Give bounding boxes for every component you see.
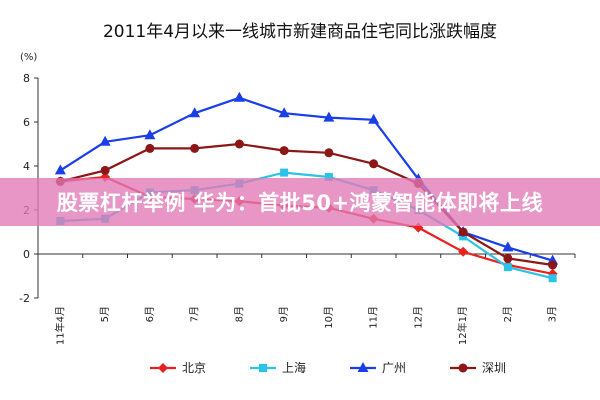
legend-item-北京: 北京: [150, 361, 206, 375]
x-tick-label: 7月: [189, 306, 201, 322]
x-tick-label: 12年1月: [456, 306, 469, 345]
legend-marker: [357, 362, 369, 372]
x-tick-label: 11月: [368, 306, 380, 329]
x-tick-label: 11年4月: [53, 306, 66, 345]
data-point: [502, 241, 514, 252]
data-point: [548, 274, 557, 283]
data-point: [145, 143, 155, 153]
x-tick-label: 5月: [99, 306, 111, 322]
promo-banner[interactable]: 股票杠杆举例 华为：首批50+鸿蒙智能体即将上线: [0, 178, 600, 226]
banner-text: 股票杠杆举例 华为：首批50+鸿蒙智能体即将上线: [56, 191, 544, 215]
series-line: [60, 142, 553, 267]
data-point: [458, 227, 468, 237]
series-深圳: [55, 139, 558, 270]
legend-marker: [158, 363, 168, 373]
data-point: [144, 129, 156, 140]
data-point: [548, 260, 558, 270]
data-point: [323, 111, 335, 122]
chart-title: 2011年4月以来一线城市新建商品住宅同比涨跌幅度: [103, 22, 497, 42]
data-point: [279, 146, 289, 156]
data-point: [280, 168, 289, 177]
y-tick-label: 4: [23, 160, 30, 173]
data-point: [458, 246, 469, 257]
y-tick-label: 6: [23, 116, 30, 129]
legend-marker: [458, 363, 468, 373]
data-point: [189, 107, 201, 118]
legend-label: 上海: [282, 360, 306, 375]
y-tick-label: 0: [23, 248, 30, 261]
x-tick-label: 6月: [144, 306, 156, 322]
data-point: [324, 173, 333, 181]
data-point: [234, 139, 244, 149]
data-point: [54, 164, 66, 175]
data-point: [190, 143, 200, 153]
x-tick-label: 2月: [502, 306, 514, 322]
legend-label: 北京: [182, 361, 206, 375]
x-tick-label: 12月: [412, 306, 424, 329]
chart-legend: 北京 上海 广州 深圳: [150, 360, 506, 375]
legend-marker: [259, 364, 267, 372]
y-axis-unit-label: (%): [20, 52, 37, 63]
y-tick-label: -2: [19, 292, 30, 305]
data-point: [278, 107, 290, 118]
legend-item-上海: 上海: [250, 360, 306, 375]
x-tick-label: 3月: [547, 306, 559, 322]
data-point: [503, 253, 513, 263]
legend-label: 广州: [382, 361, 406, 375]
legend-label: 深圳: [482, 361, 506, 375]
x-tick-label: 10月: [323, 306, 335, 329]
series-line: [59, 96, 553, 262]
data-point: [368, 113, 380, 124]
data-point: [100, 165, 110, 175]
x-tick-label: 9月: [278, 306, 290, 322]
data-point: [369, 159, 379, 169]
data-point: [324, 148, 334, 158]
x-tick-label: 8月: [233, 306, 245, 322]
data-point: [99, 135, 111, 146]
legend-item-深圳: 深圳: [450, 361, 506, 375]
y-tick-label: 8: [23, 72, 30, 85]
legend-item-广州: 广州: [350, 361, 406, 375]
data-point: [233, 91, 245, 102]
data-point: [503, 263, 512, 272]
